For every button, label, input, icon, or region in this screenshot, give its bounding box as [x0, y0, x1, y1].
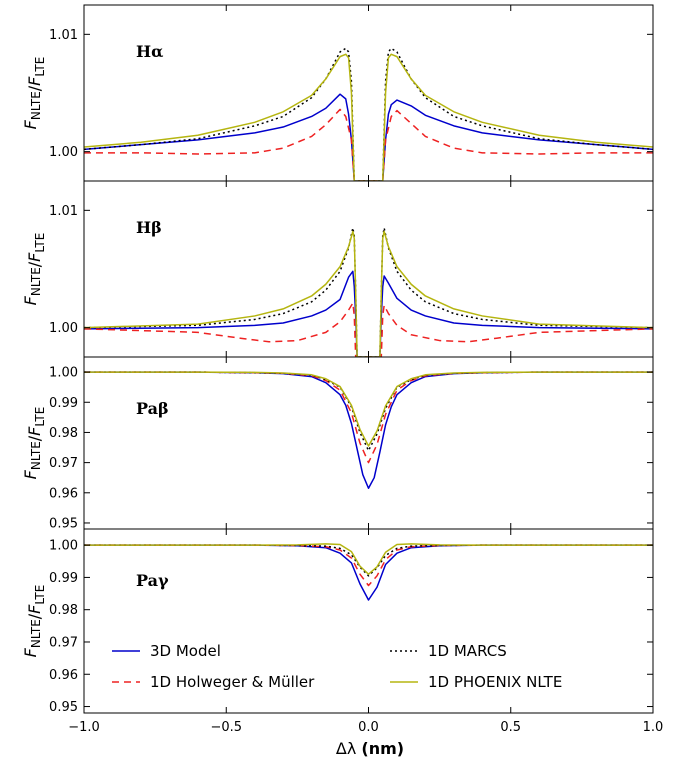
y-axis-label: FNLTE/FLTE: [21, 57, 47, 130]
panel-3: 0.95 0.96 0.97 0.98 0.99 1.00 FNLTE/FLTE Paβ: [21, 356, 654, 531]
x-tick-label: 0.5: [500, 720, 521, 735]
series-line-1d-marcs: [84, 371, 653, 452]
series-line-1d-holweger-m-ller: [84, 302, 653, 357]
series-line-1d-phoenix-nlte: [84, 371, 653, 447]
x-axis-label: Δλ (nm): [336, 739, 404, 758]
series-line-3d-model: [84, 93, 653, 181]
panel-label: Hα: [136, 42, 163, 61]
y-tick-label: 0.98: [49, 426, 78, 441]
y-tick-label: 1.01: [49, 28, 78, 43]
y-tick-label: 0.96: [49, 486, 78, 501]
series-line-1d-phoenix-nlte: [84, 543, 653, 575]
panel-4: 0.95 0.96 0.97 0.98 0.99 1.00 FNLTE/FLTE Paγ: [21, 528, 654, 715]
series-line-1d-marcs: [84, 544, 653, 577]
y-tick-label: 0.97: [49, 635, 78, 650]
legend-label: 3D Model: [150, 642, 221, 660]
y-tick-label: 0.99: [49, 396, 78, 411]
y-axis-label: FNLTE/FLTE: [21, 233, 47, 306]
series-line-1d-marcs: [84, 227, 653, 357]
series-line-1d-holweger-m-ller: [84, 108, 653, 181]
x-tick-label: 1.0: [643, 720, 664, 735]
series-line-1d-phoenix-nlte: [84, 230, 653, 357]
series-line-3d-model: [84, 544, 653, 601]
legend: 3D Model 1D Holweger & Müller 1D MARCS 1D P…: [112, 642, 562, 691]
y-tick-label: 0.96: [49, 668, 78, 683]
series-line-1d-holweger-m-ller: [84, 544, 653, 587]
plot-frame: [83, 180, 654, 358]
x-tick-label: 0.0: [358, 720, 379, 735]
series-line-1d-marcs: [84, 47, 653, 181]
y-axis-label: FNLTE/FLTE: [21, 407, 47, 480]
y-tick-label: 0.98: [49, 603, 78, 618]
panel-label: Hβ: [136, 218, 162, 237]
y-tick-label: 1.00: [49, 321, 78, 336]
plot-frame: [83, 356, 654, 530]
y-tick-label: 1.00: [49, 145, 78, 160]
series-line-3d-model: [84, 270, 653, 357]
y-tick-label: 1.00: [49, 539, 78, 554]
series-line-1d-phoenix-nlte: [84, 53, 653, 181]
legend-label: 1D Holweger & Müller: [150, 673, 315, 691]
panel-label: Paγ: [136, 571, 169, 590]
y-tick-label: 1.01: [49, 204, 78, 219]
series-line-1d-holweger-m-ller: [84, 371, 653, 464]
series-line-3d-model: [84, 371, 653, 490]
legend-label: 1D MARCS: [428, 642, 507, 660]
y-tick-label: 0.95: [49, 516, 78, 531]
x-tick-label: −0.5: [210, 720, 242, 735]
legend-label: 1D PHOENIX NLTE: [428, 673, 562, 691]
y-tick-label: 0.97: [49, 456, 78, 471]
panel-label: Paβ: [136, 399, 169, 418]
plot-frame: [83, 4, 654, 182]
y-tick-label: 0.99: [49, 571, 78, 586]
x-tick-label: −1.0: [68, 720, 100, 735]
y-tick-label: 0.95: [49, 700, 78, 715]
y-tick-label: 1.00: [49, 366, 78, 381]
y-axis-label: FNLTE/FLTE: [21, 585, 47, 658]
